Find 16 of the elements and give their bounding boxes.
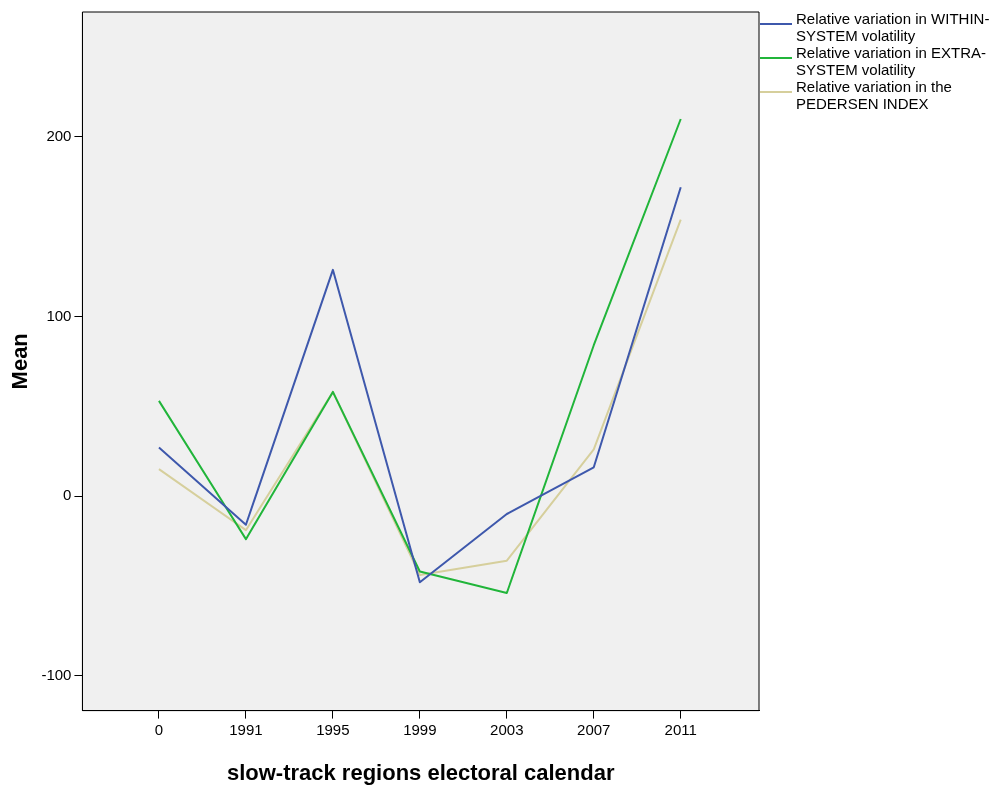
y-axis-title: Mean bbox=[7, 333, 33, 390]
legend-label: Relative variation in WITHIN-SYSTEM volatility bbox=[796, 10, 991, 44]
x-tick-label: 1995 bbox=[316, 720, 350, 738]
x-axis-title: slow-track regions electoral calendar bbox=[226, 759, 615, 785]
x-tick-label: 0 bbox=[154, 720, 164, 738]
y-tick-label: 200 bbox=[46, 127, 72, 145]
x-tick-label: 1999 bbox=[403, 720, 437, 738]
x-tick-label: 1991 bbox=[229, 720, 263, 738]
x-tick-label: 2003 bbox=[490, 720, 524, 738]
y-tick-label: 100 bbox=[46, 306, 72, 324]
x-tick-label: 2011 bbox=[664, 720, 697, 738]
y-tick-label: 0 bbox=[63, 486, 72, 504]
x-tick-label: 2007 bbox=[577, 720, 611, 738]
legend-label: Relative variation in EXTRA-SYSTEM volatility bbox=[796, 44, 988, 78]
y-tick-label: -100 bbox=[41, 665, 72, 683]
legend-label: Relative variation in the PEDERSEN INDEX bbox=[796, 78, 953, 112]
